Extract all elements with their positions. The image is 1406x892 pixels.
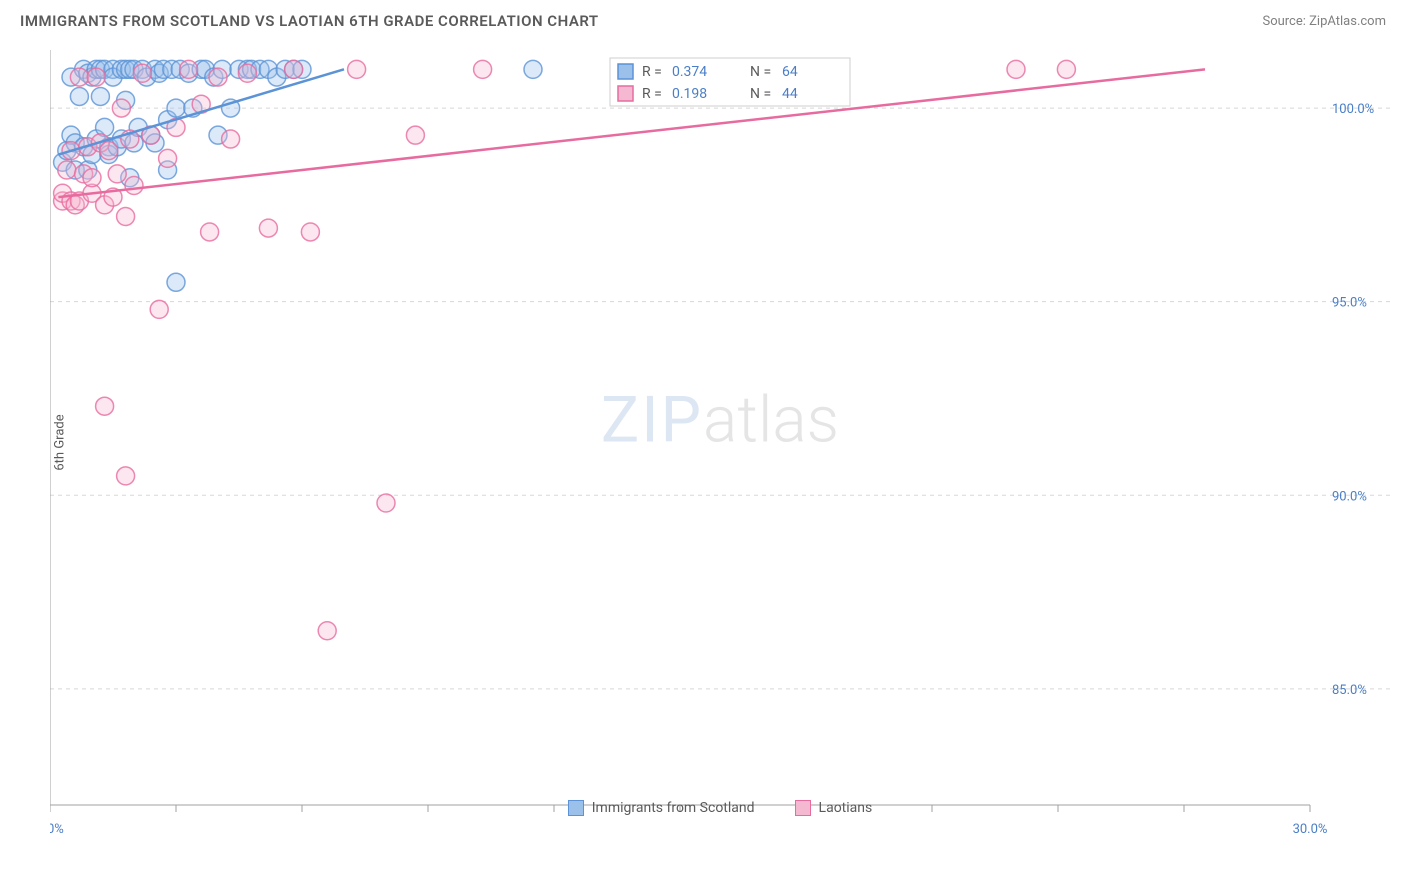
legend-label: Immigrants from Scotland xyxy=(592,800,755,816)
legend-item-laotians: Laotians xyxy=(795,800,873,816)
svg-text:0.374: 0.374 xyxy=(672,64,707,80)
source-credit: Source: ZipAtlas.com xyxy=(1262,14,1386,29)
scatter-plot: R = 0.374 N = 64 R = 0.198 N = 44 85.0% 90.0% 95.… xyxy=(50,50,1390,850)
chart-title: IMMIGRANTS FROM SCOTLAND VS LAOTIAN 6TH … xyxy=(20,12,599,30)
legend: Immigrants from Scotland Laotians xyxy=(50,800,1390,816)
svg-text:30.0%: 30.0% xyxy=(1293,822,1328,837)
svg-text:0.198: 0.198 xyxy=(672,86,707,102)
svg-text:R =: R = xyxy=(642,64,662,80)
stats-box: R = 0.374 N = 64 R = 0.198 N = 44 xyxy=(610,58,850,106)
legend-item-scotland: Immigrants from Scotland xyxy=(568,800,755,816)
svg-text:85.0%: 85.0% xyxy=(1332,683,1367,698)
svg-text:64: 64 xyxy=(782,64,798,80)
x-tick-labels: 0.0% 30.0% xyxy=(50,822,1327,837)
svg-text:R =: R = xyxy=(642,86,662,102)
chart-container: 6th Grade ZIPatlas R =0.374N =64R =0.198… xyxy=(50,50,1390,820)
svg-text:95.0%: 95.0% xyxy=(1332,296,1367,311)
svg-text:90.0%: 90.0% xyxy=(1332,489,1367,504)
legend-label: Laotians xyxy=(819,800,873,816)
y-tick-labels: 85.0% 90.0% 95.0% 100.0% xyxy=(1332,102,1374,698)
svg-text:0.0%: 0.0% xyxy=(50,822,64,837)
grid-lines xyxy=(50,108,1390,689)
data-markers xyxy=(54,60,1076,639)
axes xyxy=(50,50,1310,812)
legend-swatch xyxy=(568,800,584,816)
svg-text:44: 44 xyxy=(782,86,798,102)
svg-text:N =: N = xyxy=(750,64,771,80)
svg-text:100.0%: 100.0% xyxy=(1332,102,1374,117)
svg-text:N =: N = xyxy=(750,86,771,102)
legend-swatch xyxy=(795,800,811,816)
